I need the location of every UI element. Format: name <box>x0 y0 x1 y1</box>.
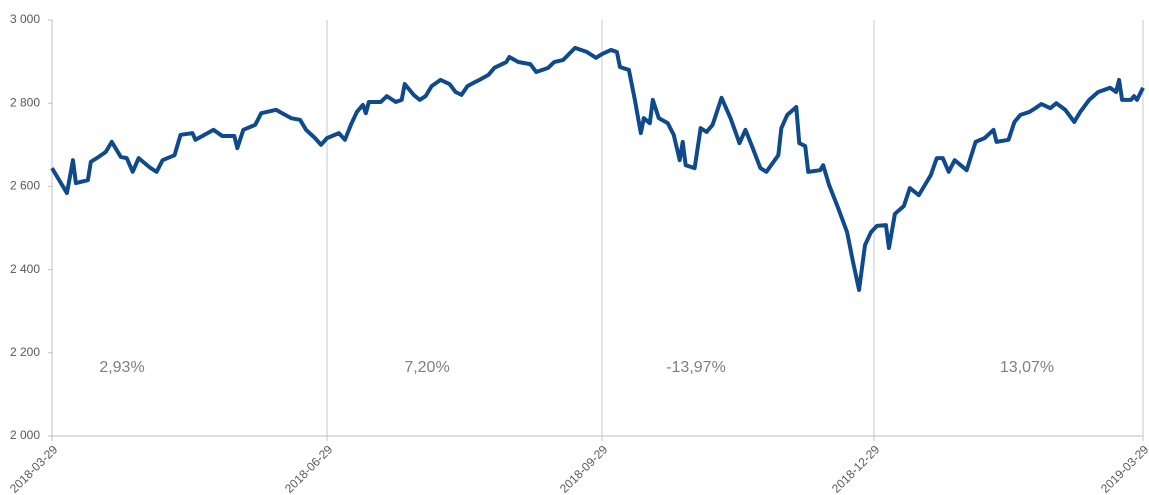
x-tick-label: 2018-06-29 <box>282 442 336 495</box>
x-tick-label: 2018-09-29 <box>557 442 611 495</box>
x-tick-label: 2018-03-29 <box>7 442 61 495</box>
y-tick-label: 2 400 <box>10 262 40 276</box>
annotation: -13,97% <box>666 359 726 376</box>
x-tick-label: 2019-03-29 <box>1098 442 1149 495</box>
annotation: 7,20% <box>404 359 449 376</box>
annotation: 13,07% <box>1000 359 1054 376</box>
y-tick-label: 3 000 <box>10 12 40 26</box>
y-tick-label: 2 800 <box>10 95 40 109</box>
y-tick-label: 2 600 <box>10 179 40 193</box>
x-tick-label: 2018-12-29 <box>829 442 883 495</box>
y-tick-label: 2 200 <box>10 345 40 359</box>
data-line <box>50 45 1145 292</box>
annotation: 2,93% <box>99 359 144 376</box>
y-tick-label: 2 000 <box>10 428 40 442</box>
